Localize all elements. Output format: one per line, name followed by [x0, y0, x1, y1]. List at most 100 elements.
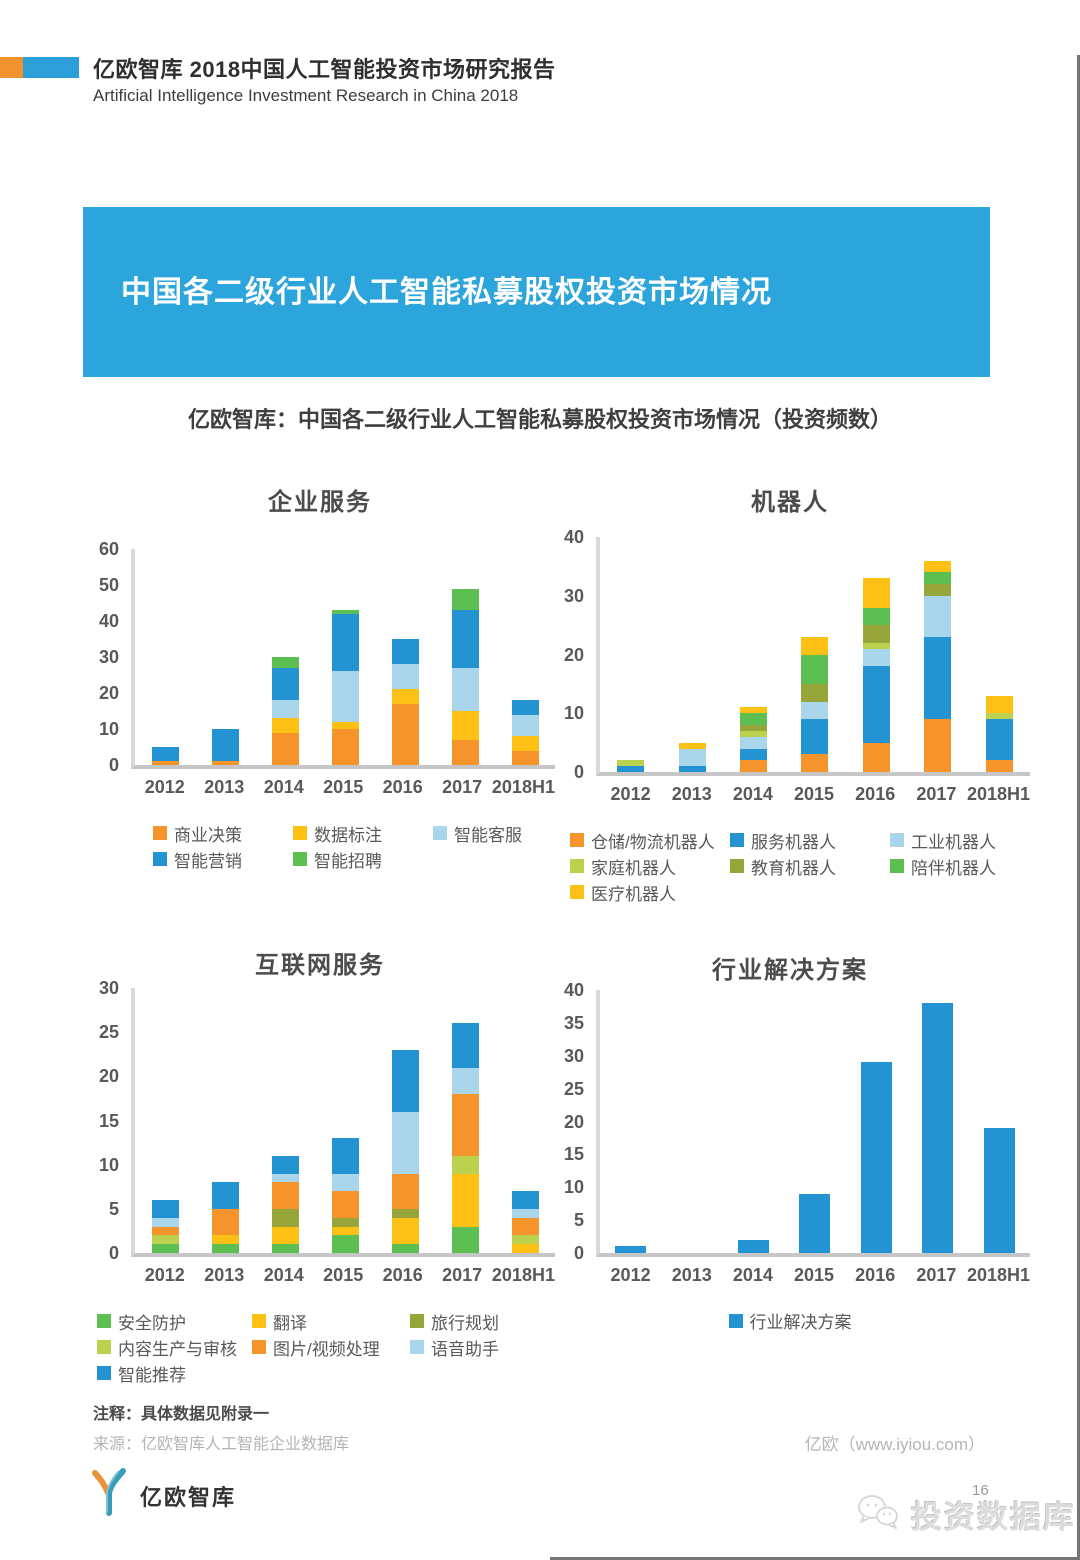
chart-robots: 机器人 0 10 20 30 40 2012 2013 2014 2015 2016 2017 20… [550, 482, 1030, 905]
bar-segment-家庭机器人 [985, 713, 1013, 720]
bar-segment-陪伴机器人 [862, 607, 890, 626]
legend-chip [890, 833, 904, 847]
bar-segment-智能营销 [451, 610, 479, 668]
legend: 行业解决方案 [550, 1308, 1030, 1333]
bar-segment-服务机器人 [801, 719, 829, 755]
bar-segment-图片/视频处理 [391, 1173, 419, 1209]
bar-segment-数据标注 [271, 718, 299, 733]
bar-slot [315, 988, 375, 1253]
stacked-bar-2015 [331, 610, 359, 765]
y-axis-tick: 10 [98, 1154, 119, 1175]
x-axis-label: 2014 [263, 777, 304, 797]
x-axis-label: 2012 [610, 784, 651, 804]
legend-chip [570, 885, 584, 899]
bar-segment-智能客服 [511, 714, 539, 737]
bar-segment-商业决策 [151, 761, 179, 765]
bars [600, 990, 1030, 1253]
legend-label: 医疗机器人 [591, 884, 676, 904]
bar-segment-智能客服 [331, 671, 359, 722]
stacked-bar-2012 [151, 747, 179, 765]
x-axis-label: 2012 [144, 777, 185, 797]
legend-label: 智能客服 [454, 825, 522, 845]
bar-segment-陪伴机器人 [801, 654, 829, 684]
bar-slot [723, 990, 784, 1253]
bar-segment-服务机器人 [985, 719, 1013, 761]
bar-segment-医疗机器人 [862, 578, 890, 608]
legend-item: 陪伴机器人 [890, 854, 1050, 879]
bar-slot [435, 549, 495, 765]
stacked-bar-2013 [211, 1182, 239, 1253]
bar-segment-智能推荐 [451, 1023, 479, 1068]
stacked-bar-2018H1 [511, 1191, 539, 1253]
y-axis-tick: 0 [573, 1243, 584, 1263]
bar-segment-服务机器人 [740, 748, 768, 761]
chart-title: 机器人 [751, 489, 829, 516]
bar-segment-工业机器人 [924, 595, 952, 637]
bar-segment-商业决策 [511, 750, 539, 765]
legend-item: 服务机器人 [730, 828, 890, 853]
bar-segment-智能推荐 [211, 1182, 239, 1209]
bar-segment-行业解决方案 [799, 1193, 831, 1253]
x-axis-label: 2014 [732, 1265, 773, 1285]
bar-segment-教育机器人 [801, 683, 829, 702]
bar-slot [495, 549, 555, 765]
bar-segment-智能推荐 [151, 1200, 179, 1218]
bar-segment-内容生产与审核 [151, 1235, 179, 1245]
stacked-bar-2017 [451, 588, 479, 765]
legend-chip [730, 859, 744, 873]
bar-segment-工业机器人 [862, 648, 890, 667]
legend: 仓储/物流机器人 服务机器人 工业机器人 家庭机器人 教育机器人 陪伴机器人 医疗机器人 [570, 827, 1030, 905]
report-title: 亿欧智库 2018中国人工智能投资市场研究报告 [93, 57, 556, 82]
chart-industry-solutions: 行业解决方案 0 5 10 15 20 25 30 35 40 2012 2013 2014 2015… [550, 950, 1030, 1333]
bar-segment-行业解决方案 [860, 1062, 892, 1253]
x-axis-label: 2012 [610, 1265, 651, 1285]
legend-chip [97, 1340, 111, 1354]
stacked-bar-2012 [151, 1200, 179, 1253]
bar-slot [315, 549, 375, 765]
bar-segment-翻译 [271, 1226, 299, 1245]
x-axis-label: 2013 [204, 1265, 245, 1285]
bar-slot [195, 549, 255, 765]
stacked-bar-2012 [615, 1246, 647, 1253]
bar-segment-智能营销 [271, 667, 299, 701]
plot-area: 0 5 10 15 20 25 30 35 40 [564, 980, 1030, 1263]
legend-chip [293, 826, 307, 840]
legend-item: 内容生产与审核 [97, 1335, 252, 1360]
legend-label: 商业决策 [174, 825, 242, 845]
y-axis-tick: 30 [98, 647, 119, 667]
bar-segment-安全防护 [391, 1244, 419, 1253]
bar-segment-图片/视频处理 [331, 1191, 359, 1218]
y-axis-tick: 20 [563, 644, 584, 665]
bar-slot [435, 988, 495, 1253]
y-axis-tick: 10 [98, 719, 119, 739]
legend-item: 行业解决方案 [728, 1308, 852, 1333]
bar-segment-数据标注 [331, 721, 359, 729]
chart-enterprise-services: 企业服务 0 10 20 30 40 50 60 2012 2013 2014 2015 2016 2… [85, 482, 555, 872]
bar-slot [661, 537, 722, 772]
x-axis: 2012 2013 2014 2015 2016 2017 2018H1 [135, 777, 555, 798]
legend-chip [730, 833, 744, 847]
legend-chip [97, 1314, 111, 1328]
bar-segment-语音助手 [511, 1208, 539, 1218]
x-axis-label: 2015 [323, 1265, 364, 1285]
bar-slot [784, 537, 845, 772]
footnote: 注释：具体数据见附录一 [93, 1406, 270, 1423]
stacked-bar-2016 [860, 1062, 892, 1253]
x-axis-label: 2016 [382, 1265, 423, 1285]
page-edge-bottom [550, 1557, 1080, 1560]
stacked-bar-2014 [738, 1239, 770, 1253]
bar-segment-智能推荐 [331, 1138, 359, 1174]
bar-segment-医疗机器人 [924, 560, 952, 573]
legend-item: 安全防护 [97, 1309, 252, 1334]
bar-segment-行业解决方案 [983, 1128, 1015, 1253]
y-axis-tick: 5 [108, 1198, 119, 1219]
x-axis: 2012 2013 2014 2015 2016 2017 2018H1 [600, 1265, 1030, 1286]
company-logo: 亿欧智库 [90, 1468, 236, 1523]
x-axis-label: 2012 [144, 1265, 185, 1285]
bar-segment-仓储/物流机器人 [740, 760, 768, 772]
stacked-bar-2018H1 [511, 700, 539, 765]
x-axis: 2012 2013 2014 2015 2016 2017 2018H1 [600, 784, 1030, 805]
bar-segment-智能推荐 [511, 1191, 539, 1209]
legend-item: 数据标注 [293, 821, 433, 846]
stacked-bar-2016 [391, 1049, 419, 1253]
